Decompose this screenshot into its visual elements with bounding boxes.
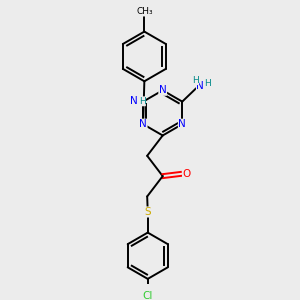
Text: H: H bbox=[192, 76, 199, 85]
Text: Cl: Cl bbox=[142, 291, 153, 300]
Text: N: N bbox=[196, 81, 204, 91]
Text: H: H bbox=[204, 79, 211, 88]
Text: S: S bbox=[144, 207, 151, 217]
Text: CH₃: CH₃ bbox=[136, 7, 153, 16]
Text: O: O bbox=[183, 169, 191, 179]
Text: N: N bbox=[139, 119, 147, 129]
Text: H: H bbox=[139, 97, 145, 106]
Text: N: N bbox=[178, 119, 186, 129]
Text: N: N bbox=[159, 85, 167, 95]
Text: N: N bbox=[130, 96, 138, 106]
